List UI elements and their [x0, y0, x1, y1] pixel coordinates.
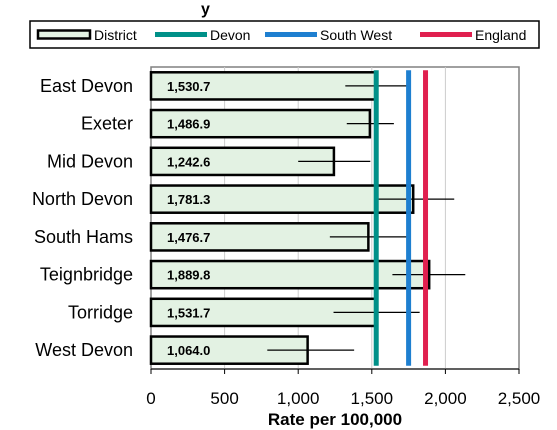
value-label-7: 1,064.0	[167, 343, 210, 358]
x-tick-label-1: 500	[210, 389, 238, 408]
category-label-1: Exeter	[81, 114, 133, 134]
category-labels: East Devon Exeter Mid Devon North Devon Sout…	[32, 76, 133, 360]
bar-0	[149, 71, 378, 101]
x-tick-label-5: 2,500	[498, 389, 541, 408]
title-fragment: y	[201, 1, 210, 18]
category-label-2: Mid Devon	[47, 151, 133, 171]
value-label-6: 1,531.7	[167, 305, 210, 320]
x-tick-label-3: 1,500	[351, 389, 394, 408]
legend-label-england: England	[475, 27, 526, 43]
category-label-5: Teignbridge	[40, 265, 133, 285]
bars	[149, 71, 431, 365]
legend-swatch-district	[36, 29, 92, 40]
value-label-5: 1,889.8	[167, 268, 210, 283]
category-label-3: North Devon	[32, 189, 133, 209]
bar-1	[149, 108, 372, 139]
legend-label-devon: Devon	[210, 27, 250, 43]
x-tick-label-2: 1,000	[277, 389, 320, 408]
value-label-4: 1,476.7	[167, 230, 210, 245]
category-label-0: East Devon	[40, 76, 133, 96]
bar-3	[149, 184, 415, 214]
value-labels: 1,530.7 1,486.9 1,242.6 1,781.3 1,476.7 1,889…	[167, 79, 210, 358]
x-tick-label-0: 0	[146, 389, 155, 408]
error-bars	[267, 72, 466, 364]
value-label-3: 1,781.3	[167, 192, 210, 207]
x-axis-title: Rate per 100,000	[268, 410, 402, 429]
reference-lines	[373, 70, 429, 366]
category-label-6: Torridge	[68, 302, 133, 322]
legend-label-district: District	[94, 27, 137, 43]
value-label-1: 1,486.9	[167, 117, 210, 132]
legend: District Devon South West England	[29, 20, 540, 49]
value-label-0: 1,530.7	[167, 79, 210, 94]
legend-label-south-west: South West	[320, 27, 392, 43]
x-tick-labels: 0 500 1,000 1,500 2,000 2,500	[146, 369, 540, 408]
value-label-2: 1,242.6	[167, 154, 210, 169]
category-label-7: West Devon	[35, 340, 133, 360]
category-label-4: South Hams	[34, 227, 133, 247]
x-tick-label-4: 2,000	[424, 389, 467, 408]
